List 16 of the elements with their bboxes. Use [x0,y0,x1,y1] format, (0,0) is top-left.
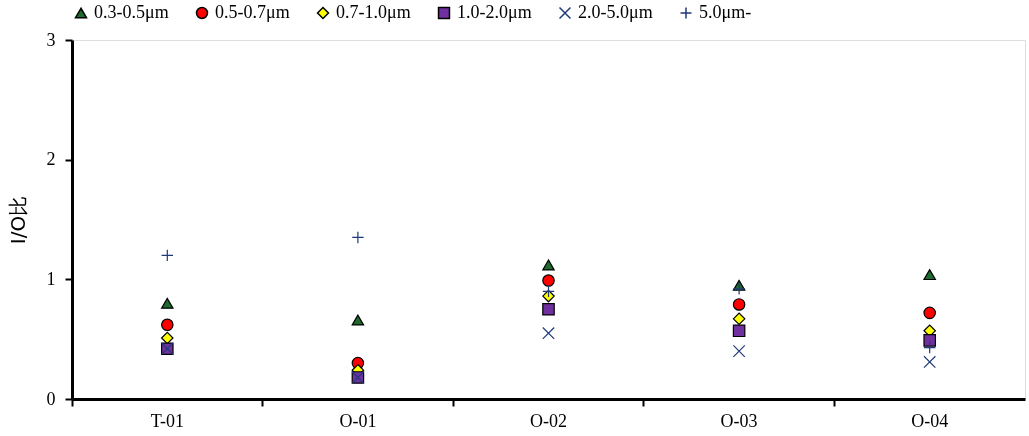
x-tick-label: O-01 [339,410,377,431]
legend-label: 5.0μm- [699,2,752,22]
x-tick-label: O-03 [720,410,758,431]
legend-label: 0.5-0.7μm [215,2,290,22]
y-axis-title: I/O比 [5,195,30,245]
y-tick-label: 1 [46,268,56,289]
legend-label: 2.0-5.0μm [578,2,653,22]
x-tick-label: O-02 [530,410,567,431]
y-tick-label: 3 [46,29,56,50]
legend-label: 1.0-2.0μm [457,2,532,22]
x-tick-label: O-04 [911,410,949,431]
y-tick-label: 2 [46,149,56,170]
legend-label: 0.7-1.0μm [336,2,411,22]
legend-label: 0.3-0.5μm [94,2,169,22]
y-tick-label: 0 [46,388,56,409]
x-tick-label: T-01 [150,410,184,431]
